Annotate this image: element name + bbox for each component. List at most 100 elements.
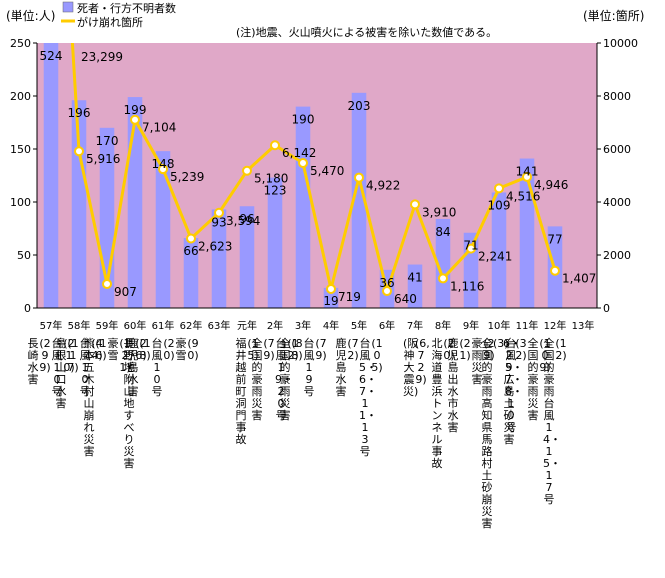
line-point (326, 283, 336, 294)
event-annotation-text: 全国的豪雨災害 (251, 337, 263, 422)
event-annotation-text: 台風10号 (79, 337, 91, 398)
right-tick-label: 8000 (603, 90, 631, 103)
event-annotation-text: 鹿児島出水市水害 (447, 337, 459, 434)
bar-value-label: 141 (516, 165, 539, 179)
line-point (158, 164, 168, 175)
right-tick-label: 6000 (603, 143, 631, 156)
bar (211, 209, 227, 308)
event-annotation-text: (90) (187, 337, 199, 362)
bar (407, 264, 423, 308)
x-tick-label: 3年 (295, 319, 311, 332)
line-point (382, 286, 392, 297)
event-annotation-text: (72) (347, 337, 359, 362)
x-tick-label: 62年 (180, 319, 203, 332)
event-annotation-text: (121) (119, 337, 131, 374)
bar (435, 218, 451, 308)
bar (43, 43, 59, 308)
event-annotation-text: (15) (247, 337, 259, 362)
event-annotation-text: 台風5・7・8・10号 (505, 337, 523, 434)
bar-value-label: 19 (323, 294, 338, 308)
x-tick-label: 60年 (124, 319, 147, 332)
event-annotation-text: 豪雨災害 (471, 337, 483, 386)
line-value-label: 5,180 (254, 172, 288, 186)
bar-value-label: 203 (348, 99, 371, 113)
event-annotation-text: 鹿児島水害 (127, 337, 139, 398)
event-annotation-text: (16) (95, 337, 107, 362)
line-point (270, 140, 280, 151)
right-unit-label: (単位:箇所) (583, 8, 644, 23)
bar-value-label: 36 (379, 276, 394, 290)
line-value-label: 23,299 (81, 50, 123, 64)
bar (155, 151, 171, 308)
x-tick-label: 6年 (379, 319, 395, 332)
line-value-label: 4,922 (366, 179, 400, 193)
line-value-label: 2,241 (478, 250, 512, 264)
line-point (522, 171, 532, 182)
event-annotation-text: (20) (163, 337, 175, 362)
event-annotation-text: (299) (39, 337, 51, 374)
event-annotation-text: 熊本五木村山崩れ災害 (83, 337, 95, 458)
event-annotation-text: 全国的豪雨災害 (279, 337, 291, 422)
event-annotation-text: (20) (443, 337, 455, 362)
x-tick-label: 4年 (323, 319, 339, 332)
x-tick-label: 58年 (68, 319, 91, 332)
x-tick-label: 9年 (463, 319, 479, 332)
event-annotation-text: 島根山口水害 (55, 337, 67, 410)
event-annotation-text: (44) (91, 337, 103, 362)
x-tick-label: 63年 (208, 319, 231, 332)
line-point (74, 146, 84, 157)
line-value-label: 2,623 (198, 239, 232, 253)
event-annotation-text: (79) (315, 337, 327, 362)
line-value-label: 1,407 (562, 272, 596, 286)
line-point (298, 158, 308, 169)
x-tick-label: 59年 (96, 319, 119, 332)
line-point (466, 243, 476, 254)
event-annotation-text: 長野地附山地すべり災害 (123, 337, 135, 470)
event-annotation-text: (阪神大震災) (403, 337, 419, 398)
x-tick-label: 11年 (516, 319, 539, 332)
event-annotation-text: 全国的豪雨台風14・15・17号 (543, 337, 561, 506)
event-annotation-text: (210) (63, 337, 75, 374)
event-annotation-text: 北海道豊浜トンネル事故 (431, 337, 443, 470)
event-annotation-text: 台風10号 (151, 337, 163, 398)
right-tick-label: 0 (603, 302, 610, 315)
line-value-label: 640 (394, 292, 417, 306)
line-value-label: 5,239 (170, 170, 204, 184)
line-point (550, 265, 560, 276)
line-value-label: 5,916 (86, 152, 120, 166)
bar-value-label: 96 (239, 212, 254, 226)
right-tick-label: 4000 (603, 196, 631, 209)
event-annotation-text: (29) (483, 337, 495, 362)
bar-value-label: 148 (152, 157, 175, 171)
event-annotation-text: (26) (135, 337, 147, 362)
x-tick-label: 12年 (544, 319, 567, 332)
event-annotation-text: (3) (493, 337, 509, 350)
legend-swatch-bar (62, 1, 74, 13)
event-annotation-text: 豪雪 (175, 337, 187, 362)
x-tick-label: 元年 (237, 319, 257, 332)
bar-value-label: 41 (407, 271, 422, 285)
event-annotation-text: 鹿児島水害 (335, 337, 347, 398)
left-unit-label: (単位:人) (6, 8, 55, 23)
bar (295, 106, 311, 308)
line-value-label: 6,142 (282, 146, 316, 160)
line-point (438, 273, 448, 284)
event-annotation-text: (88) (291, 337, 303, 362)
line-point (494, 183, 504, 194)
line-value-label: 719 (338, 290, 361, 304)
line-value-label: 4,946 (534, 178, 568, 192)
event-annotation-text: (12) (555, 337, 567, 362)
left-tick-label: 150 (10, 143, 31, 156)
event-annotation-text: 台風19号 (303, 337, 315, 398)
line-value-label: 907 (114, 285, 137, 299)
bar (183, 238, 199, 308)
bar-value-label: 190 (292, 113, 315, 127)
event-annotation-text: (109) (539, 337, 551, 374)
event-annotation-text: 6・29広島土砂災害 (503, 337, 521, 446)
legend-label-bar: 死者・行方不明者数 (77, 1, 176, 15)
left-tick-label: 0 (24, 302, 31, 315)
bar-value-label: 77 (547, 232, 562, 246)
x-tick-label: 61年 (152, 319, 175, 332)
x-tick-label: 57年 (40, 319, 63, 332)
x-tick-label: 10年 (488, 319, 511, 332)
